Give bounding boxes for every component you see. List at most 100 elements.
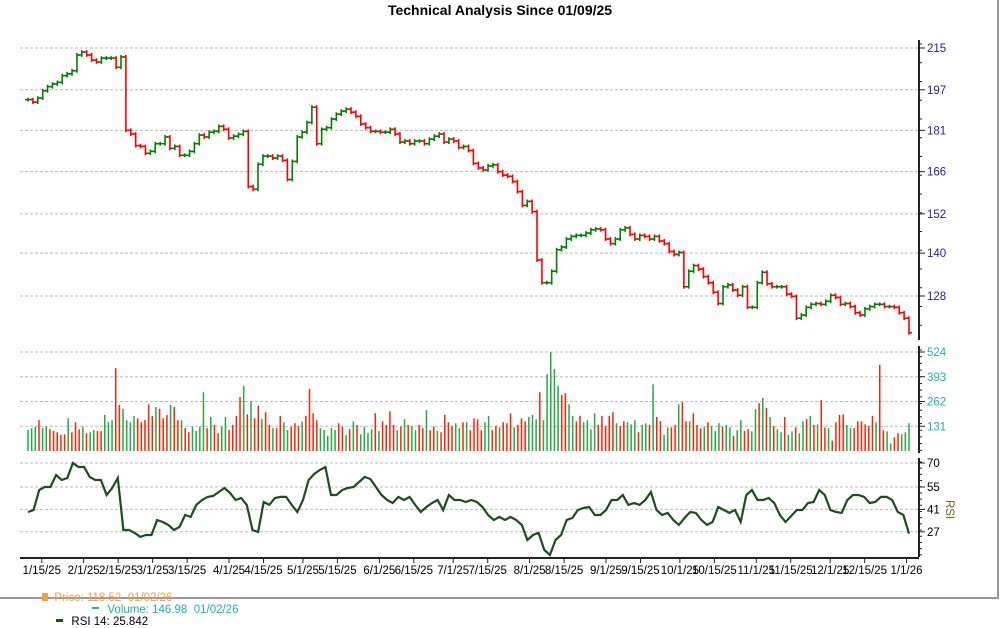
price-bar bbox=[695, 263, 702, 272]
price-bar bbox=[685, 269, 692, 289]
x-tick-label: 1/1/26 bbox=[891, 565, 923, 577]
price-tick-label: 197 bbox=[927, 85, 946, 97]
price-bar bbox=[147, 149, 154, 156]
price-bar bbox=[553, 247, 560, 274]
price-bar bbox=[450, 137, 457, 143]
chart-title: Technical Analysis Since 01/09/25 bbox=[387, 2, 613, 18]
x-tick-label: 2/1/25 bbox=[68, 565, 100, 577]
price-bar bbox=[245, 129, 252, 189]
x-tick-label: 4/1/25 bbox=[213, 565, 245, 577]
price-bar bbox=[808, 302, 815, 310]
x-tick-label: 8/15/25 bbox=[545, 565, 583, 577]
price-tick-label: 181 bbox=[927, 125, 946, 137]
price-bar bbox=[445, 137, 452, 145]
x-tick-label: 9/1/25 bbox=[590, 565, 622, 577]
price-tick-label: 152 bbox=[927, 209, 946, 221]
x-tick-label: 4/15/25 bbox=[244, 565, 282, 577]
rsi-tick-label: 55 bbox=[927, 482, 940, 494]
price-bar bbox=[93, 58, 100, 64]
price-bar bbox=[250, 184, 257, 192]
price-bar bbox=[866, 304, 873, 311]
price-bar bbox=[661, 239, 668, 246]
chart-frame bbox=[0, 0, 999, 599]
legend-price-text: Price: 118.52 01/02/26 bbox=[54, 592, 173, 604]
price-bar bbox=[720, 284, 727, 306]
price-bar bbox=[171, 144, 178, 151]
price-bar bbox=[411, 139, 418, 146]
price-bar bbox=[235, 132, 242, 139]
price-bar bbox=[754, 280, 761, 310]
price-bar bbox=[64, 71, 71, 78]
price-bar bbox=[343, 107, 350, 114]
price-bar bbox=[793, 294, 800, 321]
x-tick-label: 5/1/25 bbox=[287, 565, 319, 577]
technical-analysis-chart: 215 197 181 166 152 140 128 524 393 262 131 70 55 41 2… bbox=[20, 40, 955, 577]
rsi-axis-label: RSI bbox=[943, 500, 955, 519]
volume-tick-label: 393 bbox=[927, 372, 946, 384]
x-tick-label: 7/15/25 bbox=[469, 565, 507, 577]
legend: Price: 118.52 01/02/26 Volume: 146.98 01… bbox=[36, 580, 246, 628]
volume-swatch-icon bbox=[92, 607, 100, 610]
price-bar bbox=[313, 105, 320, 146]
x-tick-label: 2/15/25 bbox=[99, 565, 137, 577]
price-bar bbox=[857, 310, 864, 317]
price-bar bbox=[83, 50, 90, 57]
price-bar bbox=[881, 302, 888, 309]
price-bar bbox=[78, 50, 85, 57]
x-tick-label: 3/15/25 bbox=[168, 565, 206, 577]
price-bar bbox=[289, 159, 296, 182]
price-bar bbox=[788, 292, 795, 299]
price-bar bbox=[680, 250, 687, 289]
x-tick-label: 7/1/25 bbox=[437, 565, 469, 577]
price-bar bbox=[49, 82, 56, 89]
price-bar bbox=[230, 134, 237, 140]
price-bar bbox=[622, 225, 629, 232]
x-tick-label: 10/15/25 bbox=[692, 565, 737, 577]
price-bar bbox=[822, 299, 829, 307]
rsi-swatch-icon bbox=[56, 618, 64, 622]
price-bar bbox=[122, 55, 129, 133]
price-bar bbox=[871, 302, 878, 309]
price-bar bbox=[284, 158, 291, 182]
volume-tick-label: 131 bbox=[927, 421, 946, 433]
x-tick-label: 3/1/25 bbox=[137, 565, 169, 577]
price-bar bbox=[73, 53, 80, 73]
x-tick-label: 5/15/25 bbox=[318, 565, 356, 577]
price-bar bbox=[421, 139, 428, 146]
x-tick-label: 11/15/25 bbox=[769, 565, 813, 577]
price-bar bbox=[768, 281, 775, 289]
price-bar bbox=[201, 133, 208, 139]
price-bar bbox=[568, 234, 575, 241]
price-bar bbox=[582, 231, 589, 238]
legend-rsi: RSI 14: 25.842 bbox=[56, 616, 152, 628]
price-bar bbox=[308, 105, 315, 125]
price-bar bbox=[724, 283, 731, 289]
price-bar bbox=[906, 316, 912, 335]
price-bar bbox=[651, 234, 658, 241]
x-tick-label: 10/1/25 bbox=[661, 565, 699, 577]
volume-tick-label: 262 bbox=[927, 397, 946, 409]
price-swatch-icon bbox=[42, 593, 49, 601]
price-bar bbox=[294, 135, 301, 164]
price-bar bbox=[436, 132, 443, 139]
legend-rsi-text: RSI 14: 25.842 bbox=[71, 616, 149, 628]
rsi-tick-label: 27 bbox=[927, 527, 940, 539]
price-bar bbox=[558, 245, 565, 252]
price-bar bbox=[269, 154, 276, 160]
price-bar bbox=[847, 301, 854, 309]
rsi-tick-label: 70 bbox=[927, 458, 940, 470]
legend-volume-text: Volume: 146.98 01/02/26 bbox=[107, 604, 239, 616]
price-bar bbox=[69, 68, 76, 76]
price-bar bbox=[431, 134, 438, 142]
x-tick-label: 12/15/25 bbox=[842, 565, 887, 577]
price-bar bbox=[538, 258, 545, 285]
price-bar bbox=[480, 166, 487, 172]
rsi-line bbox=[27, 461, 911, 557]
price-tick-label: 140 bbox=[927, 248, 946, 260]
price-tick-label: 166 bbox=[927, 167, 946, 179]
x-tick-label: 9/15/25 bbox=[621, 565, 659, 577]
price-tick-label: 215 bbox=[927, 43, 946, 55]
price-bar bbox=[255, 162, 262, 192]
legend-volume: Volume: 146.98 01/02/26 bbox=[92, 604, 242, 616]
legend-price: Price: 118.52 01/02/26 bbox=[42, 592, 176, 604]
